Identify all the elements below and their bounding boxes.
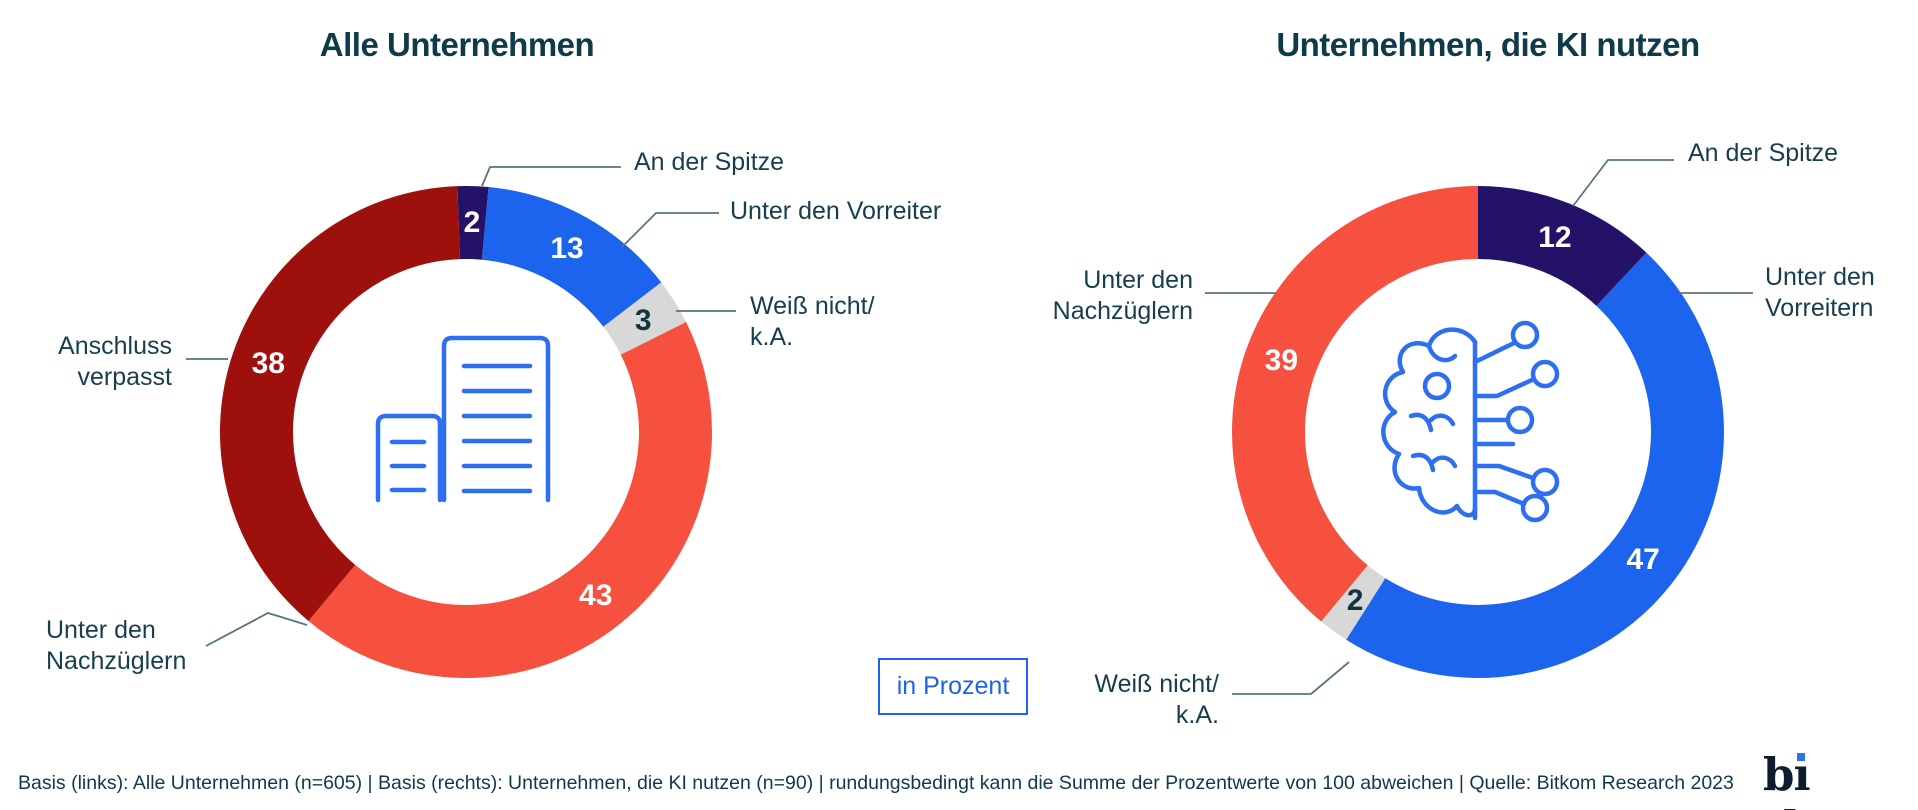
donut-slice-navy xyxy=(1478,186,1647,306)
callout-line: Unter den xyxy=(1765,263,1875,291)
callout-line: Nachzüglern xyxy=(46,647,187,675)
callout-line: k.A. xyxy=(1175,701,1219,729)
callout-line: k.A. xyxy=(750,323,794,351)
donut-chart-ki-users: 12 47 2 39 xyxy=(1228,182,1728,682)
unit-badge: in Prozent xyxy=(878,658,1028,715)
slice-value-label: 43 xyxy=(579,578,613,612)
logo-part: b xyxy=(1763,748,1794,801)
callout-line: Nachzüglern xyxy=(1052,297,1193,325)
donut-chart-all-companies: 2 13 3 43 38 xyxy=(216,182,716,682)
donut-slice-red xyxy=(308,322,712,678)
callout-line: Vorreitern xyxy=(1765,294,1874,322)
callout-an-der-spitze-right: An der Spitze xyxy=(1688,138,1838,169)
callout-nachzuegler-left: Unter den Nachzüglern xyxy=(46,615,186,677)
slice-value-label: 2 xyxy=(1346,584,1364,618)
slice-value-label: 47 xyxy=(1626,543,1660,577)
bitkom-logo: bıtkom xyxy=(1763,748,1918,810)
callout-vorreiter-left: Unter den Vorreiter xyxy=(730,196,941,227)
callout-line: An der Spitze xyxy=(1688,139,1839,167)
donut-slice-gray xyxy=(1321,565,1386,640)
donut-ring xyxy=(220,186,712,678)
callout-line: Weiß nicht/ xyxy=(1094,670,1219,698)
donut-slice-red xyxy=(1232,186,1478,622)
donut-slice-gray xyxy=(603,282,687,355)
logo-part: tkom xyxy=(1763,801,1890,810)
callout-line: Unter den xyxy=(1083,266,1193,294)
callout-weiss-nicht-left: Weiß nicht/ k.A. xyxy=(750,291,875,353)
donut-slice-navy xyxy=(457,186,489,260)
callout-anschluss-verpasst: Anschluss verpasst xyxy=(58,331,172,393)
slice-value-label: 12 xyxy=(1538,220,1572,254)
donut-slice-blue xyxy=(1346,252,1724,679)
chart-title-right: Unternehmen, die KI nutzen xyxy=(1276,26,1700,63)
slice-value-label: 2 xyxy=(463,206,481,240)
callout-vorreitern-right: Unter den Vorreitern xyxy=(1765,262,1875,324)
callout-line: An der Spitze xyxy=(634,148,785,176)
callout-line: verpasst xyxy=(77,363,172,391)
donut-slice-blue xyxy=(481,187,662,327)
ai-brain-icon xyxy=(1381,320,1560,523)
callout-line: Unter den Vorreiter xyxy=(730,197,942,225)
callout-line: Anschluss xyxy=(58,332,172,360)
buildings-icon xyxy=(375,335,551,503)
donut-slice-darkred xyxy=(220,186,460,621)
slice-value-label: 3 xyxy=(634,304,652,338)
callout-an-der-spitze-left: An der Spitze xyxy=(634,147,784,178)
logo-i-letter: ı xyxy=(1793,748,1810,801)
slice-value-label: 38 xyxy=(251,347,285,381)
callout-line: Unter den xyxy=(46,616,156,644)
callout-weiss-nicht-right: Weiß nicht/ k.A. xyxy=(1094,669,1219,731)
logo-i-dot xyxy=(1797,753,1806,761)
chart-title-left: Alle Unternehmen xyxy=(319,26,595,63)
slice-value-label: 13 xyxy=(550,232,584,266)
callout-nachzuegler-right: Unter den Nachzüglern xyxy=(1053,265,1193,327)
callout-line: Weiß nicht/ xyxy=(750,292,875,320)
donut-ring xyxy=(1232,186,1724,679)
source-note: Basis (links): Alle Unternehmen (n=605) … xyxy=(18,772,1734,794)
logo-part: ı xyxy=(1793,748,1810,801)
slice-value-label: 39 xyxy=(1264,344,1299,378)
